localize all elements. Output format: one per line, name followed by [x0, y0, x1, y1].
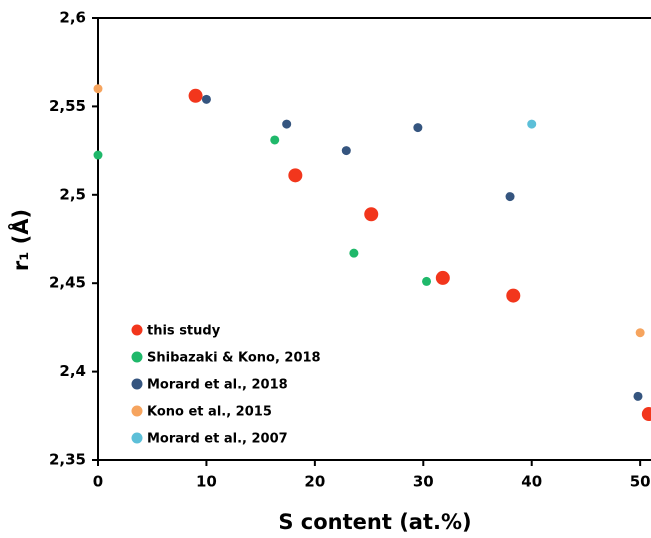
x-tick-label: 30 [413, 473, 434, 491]
legend-label: Morard et al., 2007 [147, 432, 288, 447]
data-point [506, 288, 521, 303]
y-axis-title: r₁ (Å) [8, 209, 33, 271]
data-point [288, 168, 303, 183]
x-tick-label: 50 [630, 473, 651, 491]
data-point [188, 88, 203, 103]
y-tick-label: 2,35 [49, 451, 86, 469]
data-point [641, 407, 651, 422]
legend-marker [131, 405, 143, 417]
data-point [93, 84, 103, 94]
data-point [413, 123, 423, 133]
legend-marker [131, 351, 143, 363]
data-point [435, 270, 450, 285]
y-tick-label: 2,55 [49, 97, 86, 115]
data-point [505, 192, 515, 202]
x-axis-title: S content (at.%) [278, 510, 471, 534]
y-tick-label: 2,45 [49, 274, 86, 292]
data-point [349, 248, 359, 258]
legend-marker [131, 432, 143, 444]
data-point [201, 94, 211, 104]
data-point [270, 135, 280, 145]
y-tick-label: 2,6 [59, 9, 86, 27]
data-point [527, 119, 537, 129]
y-tick-label: 2,4 [59, 362, 86, 380]
data-point [635, 328, 645, 338]
legend-label: this study [147, 324, 221, 339]
legend-label: Morard et al., 2018 [147, 378, 288, 393]
x-tick-label: 20 [304, 473, 325, 491]
legend-label: Kono et al., 2015 [147, 405, 272, 420]
legend-marker [131, 324, 143, 336]
legend-marker [131, 378, 143, 390]
data-point [633, 391, 643, 401]
x-tick-label: 40 [521, 473, 542, 491]
x-tick-label: 0 [93, 473, 103, 491]
data-point [341, 146, 351, 156]
x-tick-label: 10 [196, 473, 217, 491]
data-point [282, 119, 292, 129]
y-tick-label: 2,5 [59, 185, 86, 203]
data-point [422, 276, 432, 286]
data-point [364, 207, 379, 222]
data-point [93, 150, 103, 160]
legend-label: Shibazaki & Kono, 2018 [147, 351, 321, 366]
